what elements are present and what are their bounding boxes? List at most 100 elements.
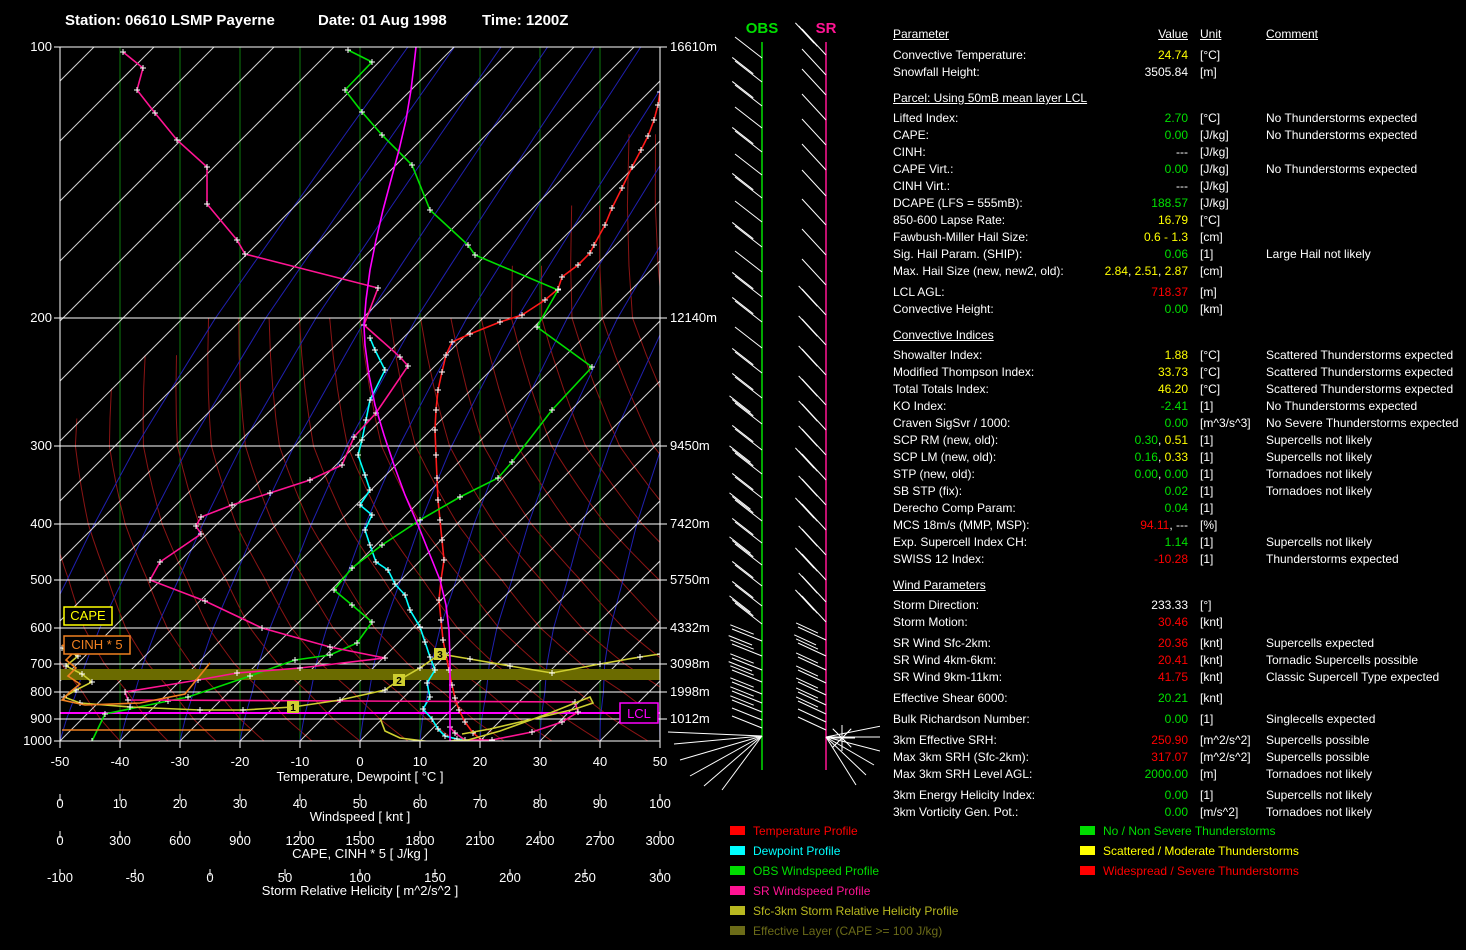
param-row: Total Totals Index:46.20[°C]Scattered Th… — [893, 381, 1459, 398]
wind-barb — [735, 522, 762, 543]
legend-swatch-icon — [1080, 846, 1095, 855]
param-comment: Supercells possible — [1266, 749, 1459, 766]
param-unit: [1] — [1192, 246, 1266, 263]
srh-axis-tick-label: -50 — [126, 870, 145, 885]
wind-barb — [732, 373, 753, 389]
param-unit: [1] — [1192, 483, 1266, 500]
param-value-number: 1.88 — [1165, 348, 1188, 362]
param-label: Showalter Index: — [893, 347, 1080, 364]
isotherm-line — [0, 47, 274, 741]
wind-barb — [735, 276, 762, 297]
wind-barb — [798, 709, 826, 722]
param-label: SR Wind 4km-6km: — [893, 652, 1080, 669]
param-value: -2.41 — [1080, 398, 1192, 415]
station-label: Station: 06610 LSMP Payerne — [65, 12, 275, 29]
temperature-axis-tick-label: -10 — [291, 754, 310, 769]
cape-axis-tick-label: 600 — [169, 833, 191, 848]
param-value: 46.20 — [1080, 381, 1192, 398]
param-row: Derecho Comp Param:0.04[1] — [893, 500, 1459, 517]
param-unit: [m^2/s^2] — [1192, 749, 1266, 766]
param-row: Storm Motion:30.46[knt] — [893, 614, 1459, 631]
param-value-number: 2.51 — [1135, 264, 1158, 278]
km-marker-label: 1 — [290, 703, 296, 714]
param-label: Max. Hail Size (new, new2, old): — [893, 263, 1080, 280]
legend-swatch-icon — [730, 926, 745, 935]
param-comment: Supercells not likely — [1266, 534, 1459, 551]
param-unit: [knt] — [1192, 669, 1266, 686]
param-unit: [m^2/s^2] — [1192, 732, 1266, 749]
cape-axis-tick-label: 2700 — [586, 833, 615, 848]
legend-swatch-icon — [1080, 826, 1095, 835]
windspeed-axis-tick-label: 40 — [293, 796, 307, 811]
param-value: 0.16, 0.33 — [1080, 449, 1192, 466]
isotherm-line — [540, 47, 880, 741]
cape-axis-title: CAPE, CINH * 5 [ J/kg ] — [292, 846, 428, 861]
param-label: Storm Direction: — [893, 597, 1080, 614]
temperature-axis-tick-label: -20 — [231, 754, 250, 769]
moist-adiabat — [120, 47, 501, 741]
legend-swatch-icon — [730, 906, 745, 915]
param-value-number: 718.37 — [1151, 285, 1188, 299]
param-value: 41.75 — [1080, 669, 1192, 686]
param-value-number: 0.00 — [1165, 128, 1188, 142]
param-label: SR Wind Sfc-2km: — [893, 635, 1080, 652]
param-value-number: --- — [1176, 145, 1188, 159]
wind-barb — [798, 682, 826, 695]
param-value: 0.06 — [1080, 246, 1192, 263]
param-comment: Tornadoes not likely — [1266, 483, 1459, 500]
srh-axis-tick-label: 250 — [574, 870, 596, 885]
wind-barb — [735, 85, 762, 106]
param-comment: Supercells not likely — [1266, 449, 1459, 466]
legend-label: Widespread / Severe Thunderstorms — [1103, 864, 1299, 878]
param-value-number: 233.33 — [1151, 598, 1188, 612]
cape-axis-tick-label: 2100 — [466, 833, 495, 848]
wind-barb — [802, 144, 826, 170]
legend-label: Dewpoint Profile — [753, 844, 840, 858]
param-comment — [1266, 614, 1459, 631]
param-unit: [%] — [1192, 517, 1266, 534]
legend-item-profile: SR Windspeed Profile — [730, 884, 870, 900]
param-value: 188.57 — [1080, 195, 1192, 212]
legend-label: OBS Windspeed Profile — [753, 864, 879, 878]
param-value: -10.28 — [1080, 551, 1192, 568]
param-label: Convective Temperature: — [893, 47, 1080, 64]
wind-barb-fan — [826, 737, 874, 765]
windspeed-axis-tick-label: 70 — [473, 796, 487, 811]
wind-barb — [735, 603, 762, 624]
param-label: SB STP (fix): — [893, 483, 1080, 500]
wind-barb — [798, 717, 826, 730]
wind-barb — [802, 119, 826, 145]
param-label: 3km Energy Helicity Index: — [893, 787, 1080, 804]
param-row: Exp. Supercell Index CH:1.14[1]Supercell… — [893, 534, 1459, 551]
obs-wind-barbs — [668, 37, 762, 790]
windspeed-axis-tick-label: 80 — [533, 796, 547, 811]
param-row: CINH Virt.:---[J/kg] — [893, 178, 1459, 195]
wind-barb — [729, 596, 750, 612]
param-unit: [m] — [1192, 766, 1266, 783]
height-tick-label: 5750m — [670, 572, 710, 587]
param-value: 2000.00 — [1080, 766, 1192, 783]
wind-barb — [732, 644, 762, 656]
param-label: Bulk Richardson Number: — [893, 711, 1080, 728]
wind-barb — [795, 23, 814, 43]
param-value: 20.36 — [1080, 635, 1192, 652]
param-comment — [1266, 500, 1459, 517]
legend-item-profile: Sfc-3km Storm Relative Helicity Profile — [730, 904, 958, 920]
param-row: Storm Direction:233.33[°] — [893, 597, 1459, 614]
param-value: 2.84, 2.51, 2.87 — [1080, 263, 1192, 280]
param-comment: Thunderstorms expected — [1266, 551, 1459, 568]
param-label: Sig. Hail Param. (SHIP): — [893, 246, 1080, 263]
wind-barb — [802, 259, 826, 285]
legend-item-profile: Dewpoint Profile — [730, 844, 840, 860]
parameter-panel: ParameterValueUnitCommentConvective Temp… — [893, 26, 1459, 821]
wind-barb — [735, 352, 762, 373]
param-label: Snowfall Height: — [893, 64, 1080, 81]
param-value-number: 0.04 — [1165, 501, 1188, 515]
cape-axis-tick-label: 900 — [229, 833, 251, 848]
param-label: Exp. Supercell Index CH: — [893, 534, 1080, 551]
effective-layer-band — [60, 669, 660, 680]
wind-barb — [802, 229, 826, 255]
param-unit: [knt] — [1192, 690, 1266, 707]
param-comment: Scattered Thunderstorms expected — [1266, 381, 1459, 398]
param-value-number: 3505.84 — [1145, 65, 1188, 79]
